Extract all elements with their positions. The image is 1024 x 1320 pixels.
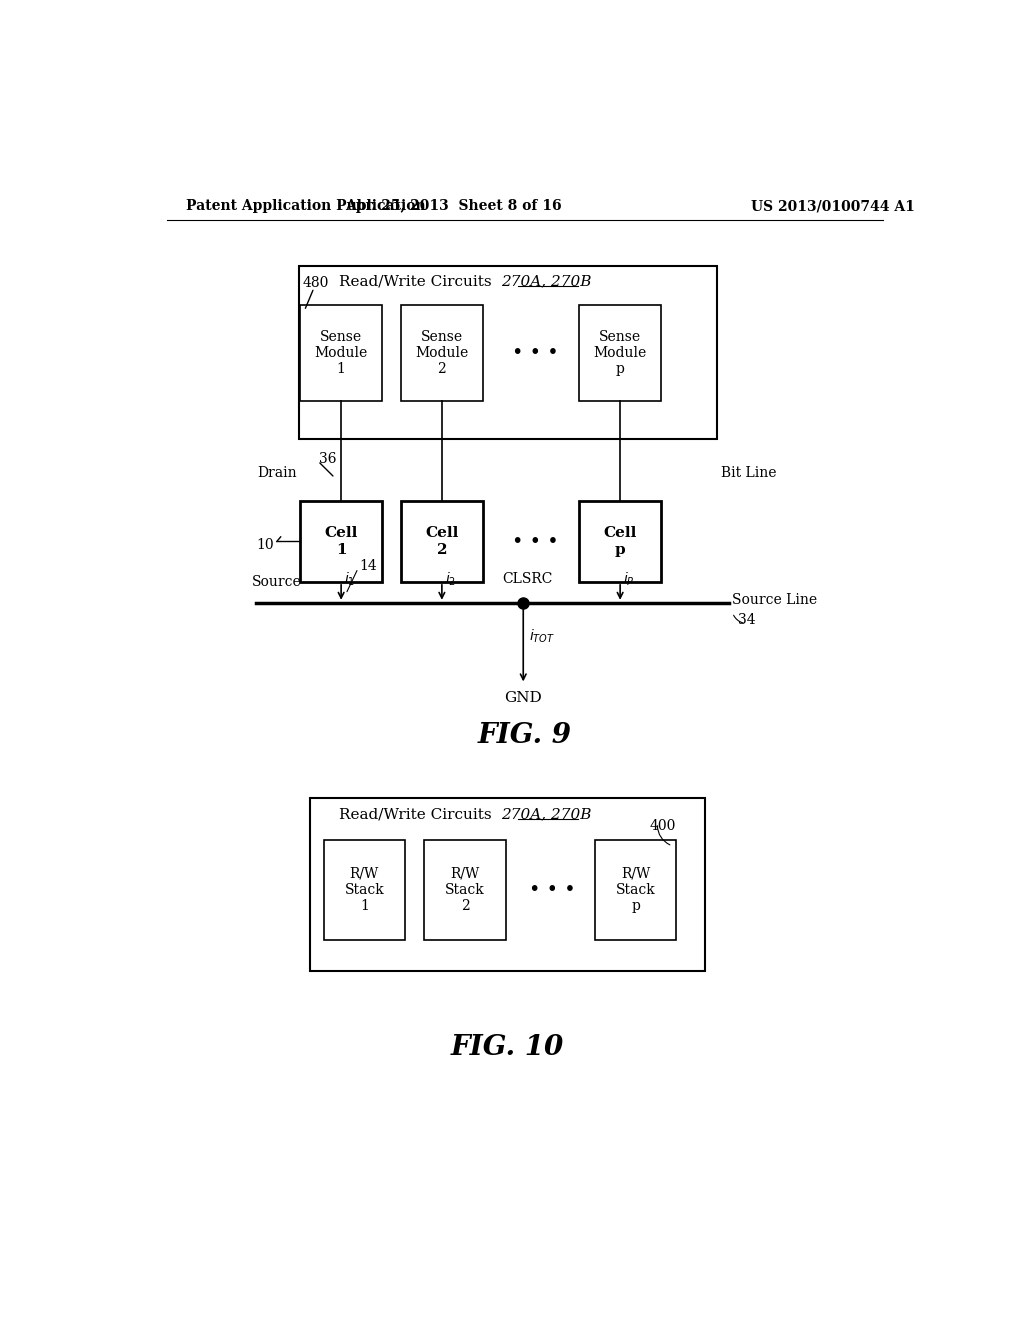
Text: Source Line: Source Line	[732, 593, 817, 607]
Text: Cell
1: Cell 1	[325, 527, 357, 557]
Text: US 2013/0100744 A1: US 2013/0100744 A1	[752, 199, 915, 213]
FancyBboxPatch shape	[299, 267, 717, 440]
Text: Sense
Module
1: Sense Module 1	[314, 330, 368, 376]
Text: 10: 10	[256, 539, 273, 552]
FancyBboxPatch shape	[310, 797, 706, 970]
Text: 14: 14	[359, 558, 378, 573]
Text: • • •: • • •	[529, 880, 577, 899]
Text: CLSRC: CLSRC	[502, 572, 552, 586]
Text: Cell
2: Cell 2	[425, 527, 459, 557]
Text: $i_1$: $i_1$	[344, 570, 355, 587]
Text: 36: 36	[319, 451, 337, 466]
Text: • • •: • • •	[512, 532, 558, 550]
Text: Sense
Module
2: Sense Module 2	[416, 330, 469, 376]
FancyBboxPatch shape	[324, 840, 406, 940]
FancyBboxPatch shape	[300, 502, 382, 582]
Text: • • •: • • •	[512, 343, 558, 362]
Text: Drain: Drain	[257, 466, 297, 479]
Text: R/W
Stack
2: R/W Stack 2	[445, 867, 485, 913]
Text: $i_{TOT}$: $i_{TOT}$	[529, 627, 555, 644]
FancyBboxPatch shape	[401, 305, 482, 401]
Text: 400: 400	[649, 818, 676, 833]
Text: 270A, 270B: 270A, 270B	[502, 275, 592, 289]
Text: Cell
p: Cell p	[603, 527, 637, 557]
FancyBboxPatch shape	[300, 305, 382, 401]
Text: Patent Application Publication: Patent Application Publication	[186, 199, 426, 213]
FancyBboxPatch shape	[424, 840, 506, 940]
Text: Read/Write Circuits: Read/Write Circuits	[339, 808, 496, 821]
Text: Apr. 25, 2013  Sheet 8 of 16: Apr. 25, 2013 Sheet 8 of 16	[345, 199, 562, 213]
Text: GND: GND	[505, 692, 542, 705]
Text: Read/Write Circuits: Read/Write Circuits	[339, 275, 496, 289]
Text: Sense
Module
p: Sense Module p	[594, 330, 647, 376]
FancyBboxPatch shape	[580, 502, 660, 582]
Text: Bit Line: Bit Line	[721, 466, 776, 479]
Text: $i_2$: $i_2$	[445, 570, 456, 587]
Text: 270A, 270B: 270A, 270B	[502, 808, 592, 821]
Text: R/W
Stack
p: R/W Stack p	[615, 867, 655, 913]
Text: R/W
Stack
1: R/W Stack 1	[344, 867, 384, 913]
FancyBboxPatch shape	[595, 840, 676, 940]
Text: $i_P$: $i_P$	[624, 570, 635, 587]
Text: FIG. 10: FIG. 10	[452, 1035, 564, 1061]
FancyBboxPatch shape	[401, 502, 482, 582]
Text: 480: 480	[302, 276, 329, 290]
Text: FIG. 9: FIG. 9	[478, 722, 571, 750]
FancyBboxPatch shape	[580, 305, 660, 401]
Text: 34: 34	[738, 614, 756, 627]
Text: Source: Source	[252, 576, 302, 589]
